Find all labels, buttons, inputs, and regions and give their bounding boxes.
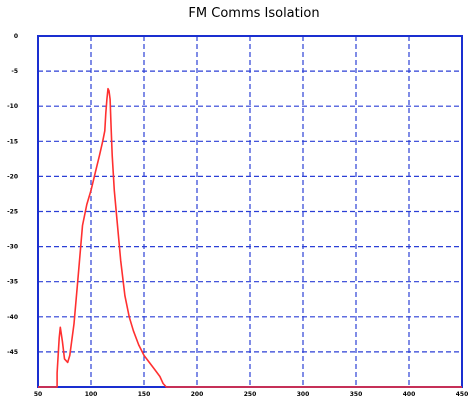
y-tick-label: -25: [7, 209, 18, 216]
series-group: [38, 87, 462, 388]
y-tick-label: -20: [7, 173, 18, 180]
y-tick-label: -10: [7, 103, 18, 110]
x-tick-label: 150: [138, 391, 151, 398]
y-tick-label: -35: [7, 279, 18, 286]
series-line: [38, 87, 462, 388]
y-tick-labels: 0 -5 -10 -15 -20 -25 -30 -35 -40 -45: [7, 33, 18, 356]
y-tick-label: -15: [7, 138, 18, 145]
y-tick-label: 0: [14, 33, 18, 40]
x-tick-label: 250: [244, 391, 257, 398]
x-tick-label: 50: [34, 391, 42, 398]
chart-title: FM Comms Isolation: [188, 6, 320, 21]
y-tick-label: -45: [7, 349, 18, 356]
grid-lines: [38, 36, 462, 387]
x-tick-label: 200: [191, 391, 204, 398]
x-tick-label: 100: [85, 391, 98, 398]
x-tick-label: 350: [350, 391, 363, 398]
x-tick-label: 450: [456, 391, 469, 398]
x-tick-label: 300: [297, 391, 310, 398]
y-tick-label: -5: [11, 68, 18, 75]
y-tick-label: -30: [7, 244, 18, 251]
y-tick-label: -40: [7, 314, 18, 321]
x-tick-labels: 50 100 150 200 250 300 350 400 450: [34, 391, 468, 398]
x-tick-label: 400: [403, 391, 416, 398]
